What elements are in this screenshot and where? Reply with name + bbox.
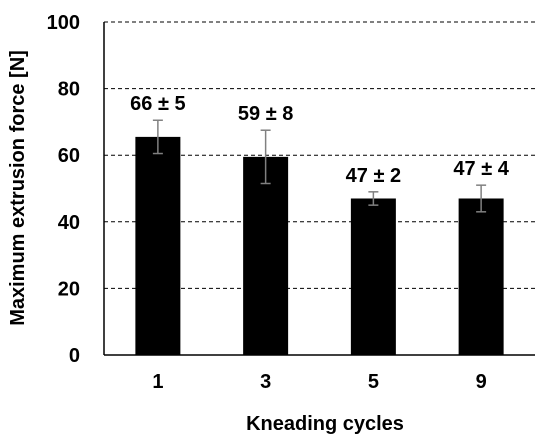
x-axis-title: Kneading cycles [246, 413, 404, 435]
error-bars [152, 119, 487, 213]
x-tick-label-5: 5 [368, 371, 379, 393]
y-tick-label: 80 [58, 79, 80, 101]
data-labels: 66 ± 5 59 ± 8 47 ± 2 47 ± 4 [130, 93, 510, 187]
data-label-1: 66 ± 5 [130, 93, 185, 115]
y-tick-label: 60 [58, 145, 80, 167]
y-tick-label: 20 [58, 278, 80, 300]
data-label-3: 59 ± 8 [238, 103, 293, 125]
bar-3 [243, 156, 289, 355]
x-tick-labels: 1 3 5 9 [152, 371, 486, 393]
y-axis-title: Maximum extrusion force [N] [7, 50, 29, 326]
y-tick-label: 40 [58, 212, 80, 234]
bar-1 [135, 136, 181, 355]
y-tick-labels: 0 20 40 60 80 100 [47, 12, 80, 367]
data-label-9: 47 ± 4 [453, 158, 509, 180]
bar-9 [458, 198, 504, 355]
data-label-5: 47 ± 2 [346, 165, 401, 187]
x-tick-label-3: 3 [260, 371, 271, 393]
bar-5 [350, 198, 396, 355]
y-tick-label: 100 [47, 12, 80, 34]
x-tick-label-9: 9 [476, 371, 487, 393]
axes [103, 22, 535, 356]
bars [135, 136, 504, 355]
y-tick-label: 0 [69, 345, 80, 367]
x-tick-label-1: 1 [152, 371, 163, 393]
